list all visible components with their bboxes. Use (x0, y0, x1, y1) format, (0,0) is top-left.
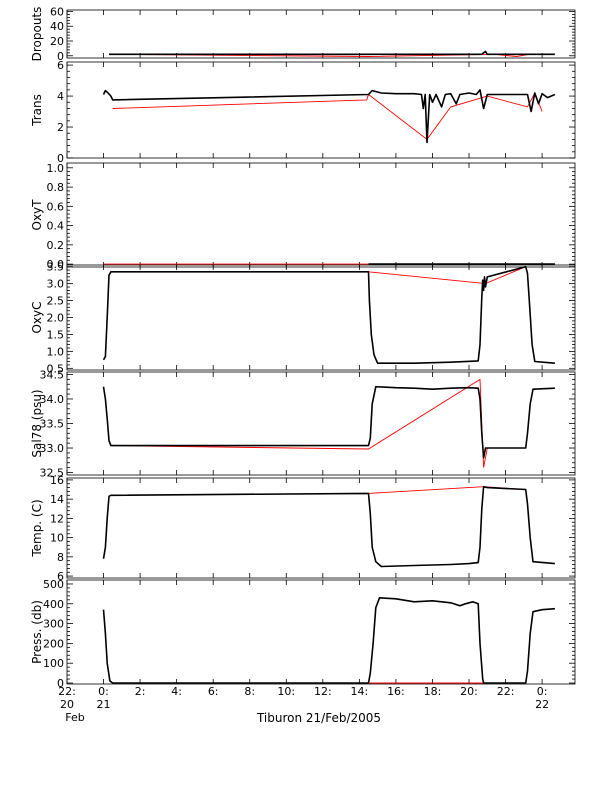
y-axis-label: Sal78 (psu) (30, 389, 44, 457)
panel-frame (66, 9, 576, 59)
panel-trans: 0 2 4 6 Trans (30, 59, 576, 165)
panel-temp: 6 8 10 12 14 16 Temp. (C) (30, 474, 576, 583)
y-tick-label: 8 (57, 551, 64, 564)
y-tick-label: 0.8 (47, 181, 65, 194)
x-tick-sublabel: 22 (535, 698, 549, 711)
panel-frame (66, 61, 576, 159)
y-tick-label: 33.5 (40, 418, 65, 431)
x-tick-label: 20: (460, 685, 478, 698)
x-tick-label: 14: (351, 685, 369, 698)
x-tick-label: 10: (277, 685, 295, 698)
panel-oxyc: 0.5 1.0 1.5 2.0 2.5 3.0 3.5 OxyC (30, 261, 576, 375)
y-axis-label: Temp. (C) (30, 499, 44, 557)
y-axis-label: Press. (db) (30, 600, 44, 664)
series-raw (102, 265, 555, 365)
y-tick-label: 400 (43, 598, 64, 611)
series-interpolated (110, 378, 526, 468)
y-tick-label: 40 (50, 20, 64, 33)
y-tick-label: 2.0 (47, 312, 65, 325)
y-tick-label: 0 (57, 50, 64, 63)
y-tick-label: 3.5 (47, 261, 65, 274)
panel-frame (66, 371, 576, 476)
y-tick-label: 200 (43, 637, 64, 650)
x-tick-label: 8: (244, 685, 255, 698)
x-tick-label: 12: (314, 685, 332, 698)
y-axis-label: OxyC (30, 301, 44, 333)
series-interpolated (112, 91, 543, 141)
y-tick-label: 12 (50, 512, 64, 525)
x-tick-label: 18: (424, 685, 442, 698)
series-raw (102, 89, 556, 144)
x-tick-label: 22: (58, 685, 76, 698)
y-tick-label: 33.0 (40, 442, 65, 455)
x-tick-label: 2: (135, 685, 146, 698)
y-tick-label: 34.5 (40, 368, 65, 381)
y-tick-label: 14 (50, 493, 64, 506)
y-axis-label: Trans (30, 94, 44, 127)
y-tick-label: 0 (57, 677, 64, 690)
y-tick-label: 4 (57, 90, 64, 103)
y-tick-label: 16 (50, 474, 64, 487)
y-tick-label: 0.5 (47, 362, 65, 375)
y-tick-label: 1.0 (47, 345, 65, 358)
panel-press: 0 100 200 300 400 500 Press. (db) (30, 578, 576, 690)
series-raw (109, 50, 555, 56)
y-tick-label: 0.2 (47, 239, 65, 252)
panel-frame (66, 477, 576, 579)
y-tick-label: 0 (57, 152, 64, 165)
panel-sal78: 32.5 33.0 33.5 34.0 34.5 Sal78 (psu) (30, 368, 576, 480)
panels: 0204060Dropouts0246Trans0.00.20.40.60.81… (30, 5, 576, 690)
x-tick-label: 6: (208, 685, 219, 698)
panel-frame (66, 162, 576, 268)
series-raw (102, 485, 555, 568)
y-tick-label: 0.4 (47, 220, 65, 233)
x-tick-sublabel: Feb (65, 711, 84, 724)
y-axis-label: Dropouts (30, 7, 44, 62)
y-axis-label: OxyT (30, 199, 44, 231)
y-tick-label: 0.0 (47, 258, 65, 271)
panel-frame (66, 264, 576, 371)
y-tick-label: 300 (43, 618, 64, 631)
y-tick-label: 500 (43, 578, 64, 591)
y-tick-label: 6 (57, 570, 64, 583)
x-tick-label: 22: (497, 685, 515, 698)
y-tick-label: 32.5 (40, 467, 65, 480)
y-tick-label: 2.5 (47, 295, 65, 308)
y-tick-label: 0.6 (47, 200, 65, 213)
panel-oxyt: 0.0 0.2 0.4 0.6 0.8 1.0 OxyT (30, 162, 576, 271)
y-tick-label: 20 (50, 35, 64, 48)
y-tick-label: 34.0 (40, 393, 65, 406)
series-raw (102, 385, 555, 459)
x-tick-label: 0: (98, 685, 109, 698)
y-tick-label: 1.5 (47, 328, 65, 341)
y-tick-label: 2 (57, 121, 64, 134)
y-tick-label: 10 (50, 532, 64, 545)
panel-dropouts: 0 20 40 60 Dropouts (30, 5, 576, 63)
y-tick-label: 1.0 (47, 162, 65, 175)
x-tick-sublabel: 20 (60, 698, 74, 711)
y-tick-label: 100 (43, 657, 64, 670)
y-tick-label: 60 (50, 5, 64, 18)
series-interpolated (110, 266, 526, 285)
x-tick-label: 4: (171, 685, 182, 698)
x-tick-sublabel: 21 (97, 698, 111, 711)
x-tick-label: 0: (537, 685, 548, 698)
y-tick-label: 6 (57, 59, 64, 72)
x-tick-label: 16: (387, 685, 405, 698)
y-tick-label: 3.0 (47, 278, 65, 291)
series-raw (102, 596, 555, 684)
chart-title: Tiburon 21/Feb/2005 (256, 711, 381, 725)
panel-frame (66, 579, 576, 685)
